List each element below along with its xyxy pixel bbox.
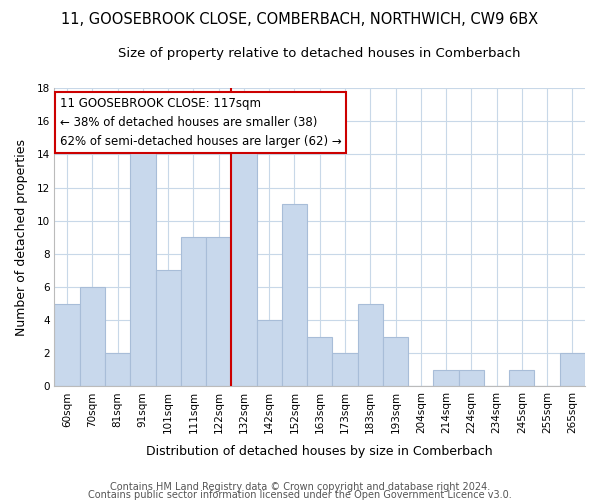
Bar xyxy=(80,287,105,386)
Bar xyxy=(332,354,358,386)
Bar xyxy=(433,370,458,386)
Y-axis label: Number of detached properties: Number of detached properties xyxy=(15,138,28,336)
Bar xyxy=(458,370,484,386)
Bar xyxy=(307,336,332,386)
Text: 11, GOOSEBROOK CLOSE, COMBERBACH, NORTHWICH, CW9 6BX: 11, GOOSEBROOK CLOSE, COMBERBACH, NORTHW… xyxy=(61,12,539,28)
Text: 11 GOOSEBROOK CLOSE: 117sqm
← 38% of detached houses are smaller (38)
62% of sem: 11 GOOSEBROOK CLOSE: 117sqm ← 38% of det… xyxy=(60,97,341,148)
Bar xyxy=(181,237,206,386)
Bar xyxy=(560,354,585,386)
Bar xyxy=(282,204,307,386)
Bar xyxy=(130,138,155,386)
X-axis label: Distribution of detached houses by size in Comberbach: Distribution of detached houses by size … xyxy=(146,444,493,458)
Text: Contains HM Land Registry data © Crown copyright and database right 2024.: Contains HM Land Registry data © Crown c… xyxy=(110,482,490,492)
Bar xyxy=(257,320,282,386)
Bar xyxy=(105,354,130,386)
Bar xyxy=(155,270,181,386)
Bar xyxy=(55,304,80,386)
Title: Size of property relative to detached houses in Comberbach: Size of property relative to detached ho… xyxy=(118,48,521,60)
Bar xyxy=(358,304,383,386)
Bar xyxy=(383,336,408,386)
Bar xyxy=(206,237,231,386)
Text: Contains public sector information licensed under the Open Government Licence v3: Contains public sector information licen… xyxy=(88,490,512,500)
Bar xyxy=(231,138,257,386)
Bar xyxy=(509,370,535,386)
